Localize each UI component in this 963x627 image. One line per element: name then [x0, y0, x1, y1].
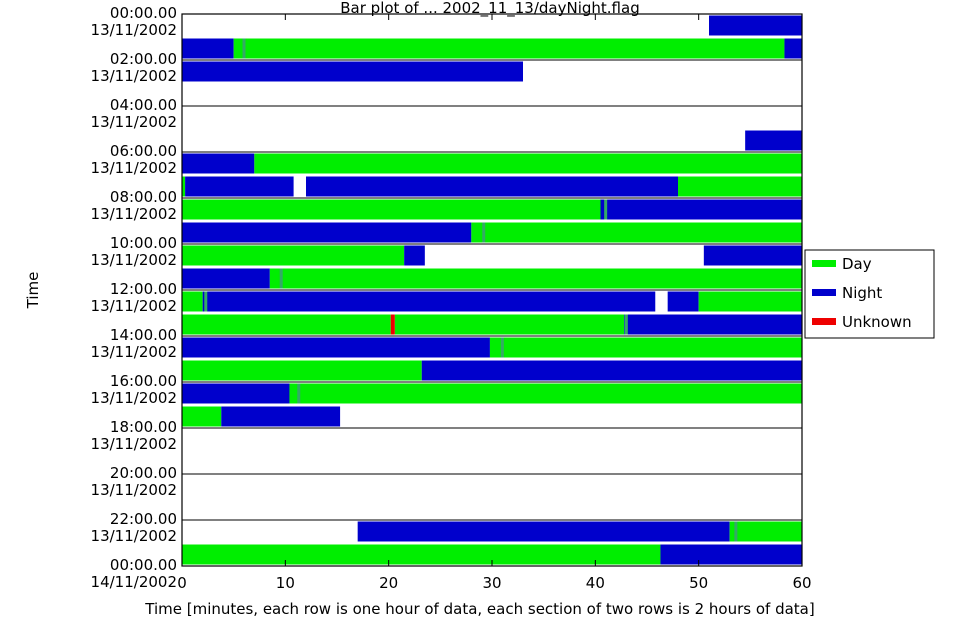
y-tick-date: 13/11/2002 [91, 343, 177, 361]
transition-marker [482, 222, 486, 243]
y-tick-date: 13/11/2002 [91, 205, 177, 223]
y-tick-time: 12:00.00 [110, 280, 177, 298]
bar-segment-night [182, 38, 234, 59]
y-tick-time: 06:00.00 [110, 142, 177, 160]
y-tick-date: 13/11/2002 [91, 435, 177, 453]
transition-marker [242, 38, 246, 59]
bar-segment-night [221, 406, 341, 427]
y-tick-time: 00:00.00 [110, 4, 177, 22]
bar-segment-day [182, 360, 422, 381]
x-axis-title: Time [minutes, each row is one hour of d… [144, 600, 814, 618]
bar-segment-day [182, 406, 222, 427]
bar-segment-night [306, 176, 678, 197]
bar-segment-night [213, 337, 490, 358]
bar-segment-day [729, 521, 802, 542]
row-dividers [182, 59, 802, 521]
legend-label-night: Night [842, 284, 882, 302]
y-tick-date: 13/11/2002 [91, 113, 177, 131]
x-ticks: 0 10 20 30 40 50 60 [177, 14, 812, 592]
bar-segment-night [182, 222, 472, 243]
y-tick-time: 20:00.00 [110, 464, 177, 482]
bar-segment-unknown [390, 314, 395, 335]
y-tick-time: 14:00.00 [110, 326, 177, 344]
transition-marker [204, 291, 208, 312]
bar-segment-night [703, 245, 802, 266]
y-tick-time: 00:00.00 [110, 556, 177, 574]
bar-segment-day [289, 383, 802, 404]
transition-marker [734, 521, 738, 542]
bar-segment-night [185, 176, 294, 197]
transition-marker [624, 314, 628, 335]
bar-segment-night [182, 383, 290, 404]
transition-marker [279, 268, 283, 289]
x-tick-label: 30 [482, 574, 501, 592]
bar-segment-day [269, 268, 802, 289]
bar-segment-night [182, 61, 523, 82]
y-tick-time: 04:00.00 [110, 96, 177, 114]
bar-segment-day [698, 291, 802, 312]
y-axis-title: Time [24, 272, 42, 310]
y-tick-time: 18:00.00 [110, 418, 177, 436]
y-tick-time: 10:00.00 [110, 234, 177, 252]
y-tick-time: 16:00.00 [110, 372, 177, 390]
y-tick-date: 13/11/2002 [91, 159, 177, 177]
y-tick-time: 08:00.00 [110, 188, 177, 206]
bar-segment-day [678, 176, 802, 197]
legend-swatch-night [812, 289, 836, 296]
bar-segment-day [489, 337, 802, 358]
y-tick-time: 22:00.00 [110, 510, 177, 528]
bar-segment-day [182, 199, 601, 220]
bar-segment-night [660, 544, 802, 565]
bar-segment-night [404, 245, 425, 266]
transition-marker [604, 199, 608, 220]
bar-segment-day [254, 153, 803, 174]
bar-segment-night [600, 199, 802, 220]
x-tick-label: 10 [276, 574, 295, 592]
y-tick-date: 13/11/2002 [91, 527, 177, 545]
bar-segment-night [667, 291, 699, 312]
bars-layer [182, 15, 803, 565]
bar-segment-day [233, 38, 785, 59]
bar-segment-night [182, 268, 270, 289]
x-tick-label: 20 [379, 574, 398, 592]
y-tick-date: 13/11/2002 [91, 67, 177, 85]
x-tick-label: 60 [792, 574, 811, 592]
bar-segment-night [182, 337, 213, 358]
y-tick-time: 02:00.00 [110, 50, 177, 68]
bar-segment-day [182, 314, 391, 335]
bar-segment-night [624, 314, 802, 335]
legend-label-unknown: Unknown [842, 313, 912, 331]
y-tick-labels: 00:00.0013/11/200202:00.0013/11/200204:0… [91, 4, 177, 591]
legend-label-day: Day [842, 255, 872, 273]
bar-segment-night [182, 153, 255, 174]
chart-title: Bar plot of ... 2002_11_13/dayNight.flag [340, 0, 639, 18]
bar-segment-day [182, 245, 405, 266]
bar-segment-day [182, 291, 203, 312]
legend-swatch-day [812, 260, 836, 267]
y-tick-date: 13/11/2002 [91, 21, 177, 39]
bar-segment-night [745, 130, 802, 151]
legend-swatch-unknown [812, 318, 836, 325]
y-tick-date: 13/11/2002 [91, 389, 177, 407]
bar-segment-night [709, 15, 802, 36]
bar-segment-day [394, 314, 625, 335]
y-tick-date: 14/11/2002 [91, 573, 177, 591]
bar-segment-night [202, 291, 656, 312]
bar-segment-night [357, 521, 730, 542]
x-tick-label: 40 [586, 574, 605, 592]
bar-segment-day [471, 222, 802, 243]
transition-marker [500, 337, 504, 358]
bar-segment-night [784, 38, 802, 59]
x-tick-label: 0 [177, 574, 187, 592]
bar-segment-day [182, 544, 661, 565]
x-tick-label: 50 [689, 574, 708, 592]
bar-segment-night [421, 360, 802, 381]
legend: Day Night Unknown [804, 249, 935, 339]
transition-marker [297, 383, 301, 404]
y-tick-date: 13/11/2002 [91, 251, 177, 269]
y-tick-date: 13/11/2002 [91, 481, 177, 499]
y-tick-date: 13/11/2002 [91, 297, 177, 315]
bar-segment-day [182, 176, 186, 197]
